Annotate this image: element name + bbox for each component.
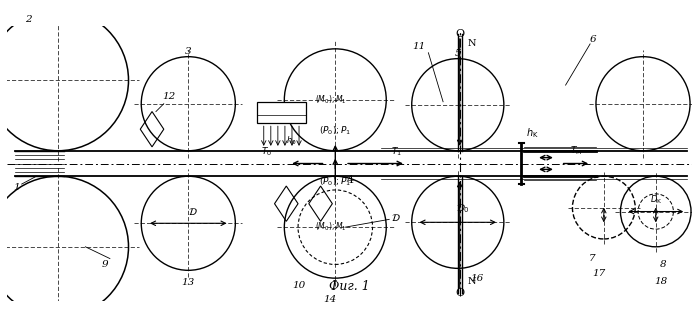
Text: 9: 9 [101, 260, 108, 269]
Text: 13: 13 [182, 278, 195, 286]
Text: 7: 7 [589, 254, 596, 263]
Text: 2: 2 [25, 15, 32, 24]
Text: 5: 5 [454, 49, 461, 58]
Text: N: N [468, 40, 476, 48]
Text: $(M_0); M_1$: $(M_0); M_1$ [315, 221, 346, 233]
Text: $\mathcal{D}$: $\mathcal{D}$ [188, 206, 198, 217]
Text: 4: 4 [347, 175, 354, 185]
Text: O: O [455, 29, 464, 39]
Text: $D_{\rm K}$: $D_{\rm K}$ [649, 194, 662, 206]
Text: 3: 3 [185, 47, 192, 56]
Text: 6: 6 [590, 35, 596, 43]
Text: $(P_0); P_1$: $(P_0); P_1$ [319, 176, 352, 188]
Text: 12: 12 [162, 92, 175, 101]
Text: 1: 1 [13, 183, 20, 193]
Text: $\mathcal{D}$: $\mathcal{D}$ [391, 212, 401, 223]
Text: $T_0$: $T_0$ [261, 145, 272, 158]
Text: $(M_0); M_1$: $(M_0); M_1$ [315, 94, 346, 106]
Text: $T_1$: $T_1$ [391, 145, 401, 158]
Text: O: O [455, 288, 464, 298]
Text: $(P_0); P_1$: $(P_0); P_1$ [319, 125, 352, 137]
Text: 8: 8 [661, 260, 667, 269]
Text: $\mathcal{D}_0$: $\mathcal{D}_0$ [456, 202, 470, 215]
Text: 11: 11 [412, 43, 425, 51]
Text: 17: 17 [592, 269, 605, 278]
Text: 14: 14 [324, 295, 337, 304]
Text: $h_0$: $h_0$ [287, 134, 297, 147]
Text: N: N [468, 277, 476, 285]
Text: $T_{\rm M}$: $T_{\rm M}$ [570, 144, 582, 157]
Text: Фиг. 1: Фиг. 1 [329, 280, 370, 293]
Bar [257, 102, 306, 123]
Text: 18: 18 [654, 277, 668, 285]
Text: 15: 15 [260, 117, 273, 126]
Text: 16: 16 [470, 274, 484, 283]
Text: $h_{\rm K}$: $h_{\rm K}$ [526, 126, 539, 140]
Text: 10: 10 [292, 282, 305, 290]
